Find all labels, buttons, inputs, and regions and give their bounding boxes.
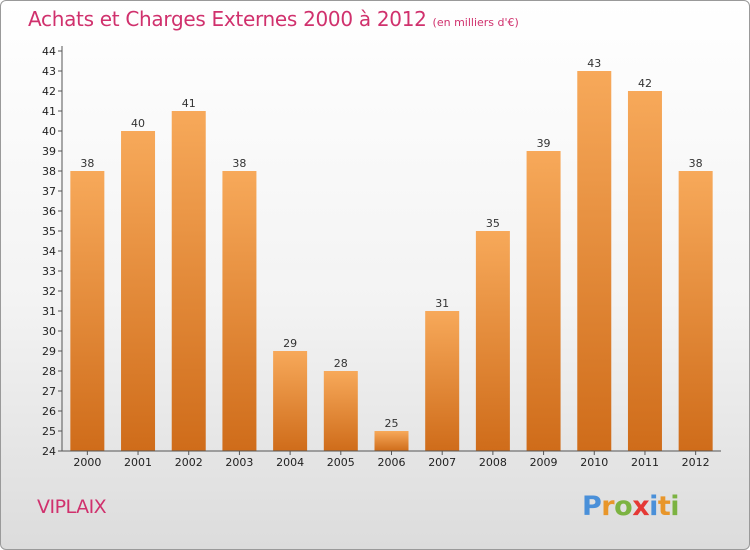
x-tick-label: 2003: [225, 456, 253, 469]
bar-value-label: 38: [80, 157, 94, 170]
bar: [171, 111, 206, 451]
y-tick-label: 35: [42, 225, 56, 238]
y-tick-label: 26: [42, 405, 56, 418]
bar-value-label: 43: [587, 57, 601, 70]
bar: [222, 171, 257, 451]
x-tick-label: 2008: [479, 456, 507, 469]
bar-value-label: 29: [283, 337, 297, 350]
bar-value-label: 40: [131, 117, 145, 130]
x-axis: 2000 2001 2002 2003 2004 2005 2006 2007 2008 2009…: [62, 450, 721, 469]
y-tick-label: 28: [42, 365, 56, 378]
bar-value-label: 38: [232, 157, 246, 170]
logo-letter: i: [670, 491, 680, 522]
bar: [374, 431, 409, 451]
bar-value-label: 42: [638, 77, 652, 90]
chart-title: Achats et Charges Externes 2000 à 2012: [28, 7, 427, 31]
bar-value-label: 38: [689, 157, 703, 170]
y-tick-label: 31: [42, 305, 56, 318]
commune-name: VIPLAIX: [37, 496, 107, 518]
bar-value-label: 41: [182, 97, 196, 110]
bar: [526, 151, 561, 451]
x-tick-label: 2007: [428, 456, 456, 469]
logo-letter: r: [601, 491, 615, 522]
bar: [475, 231, 510, 451]
y-tick-label: 30: [42, 325, 56, 338]
x-tick-label: 2000: [73, 456, 101, 469]
y-tick-label: 37: [42, 185, 56, 198]
y-tick-label: 44: [42, 45, 56, 58]
x-tick-label: 2005: [327, 456, 355, 469]
y-tick-label: 41: [42, 105, 56, 118]
logo-letter: x: [632, 491, 650, 522]
bar-value-label: 28: [334, 357, 348, 370]
bar: [273, 351, 308, 451]
chart-title-block: Achats et Charges Externes 2000 à 2012 (e…: [28, 7, 519, 31]
y-tick-label: 33: [42, 265, 56, 278]
y-tick-label: 36: [42, 205, 56, 218]
y-tick-label: 43: [42, 65, 56, 78]
x-tick-label: 2001: [124, 456, 152, 469]
logo-letter: t: [657, 491, 671, 522]
bar: [627, 91, 662, 451]
logo-letter: i: [649, 491, 658, 522]
bar-value-label: 25: [385, 417, 399, 430]
x-tick-label: 2010: [580, 456, 608, 469]
bar: [425, 311, 460, 451]
y-tick-label: 27: [42, 385, 56, 398]
x-tick-label: 2004: [276, 456, 304, 469]
logo-letter: P: [582, 491, 602, 522]
y-tick-label: 38: [42, 165, 56, 178]
proxiti-logo[interactable]: Proxiti: [582, 491, 680, 522]
y-tick-label: 32: [42, 285, 56, 298]
y-tick-label: 29: [42, 345, 56, 358]
x-tick-label: 2002: [175, 456, 203, 469]
y-tick-label: 39: [42, 145, 56, 158]
y-tick-label: 24: [42, 445, 56, 458]
y-axis: 24 25 26 27 28 29 30 31 32 33 34 35 36 37 38 39 40 41 42 43…: [42, 45, 63, 458]
y-tick-label: 42: [42, 85, 56, 98]
bar: [678, 171, 713, 451]
bar: [577, 71, 612, 451]
bar: [121, 131, 156, 451]
bars: 38 40 41 38 29 28 25 31 35 39 43 42 38: [70, 57, 713, 451]
y-tick-label: 34: [42, 245, 56, 258]
bar-value-label: 39: [537, 137, 551, 150]
bar-value-label: 31: [435, 297, 449, 310]
y-tick-label: 25: [42, 425, 56, 438]
x-tick-label: 2012: [682, 456, 710, 469]
bar: [70, 171, 105, 451]
chart-unit: (en milliers d'€): [432, 16, 519, 29]
bar-value-label: 35: [486, 217, 500, 230]
x-tick-label: 2011: [631, 456, 659, 469]
y-tick-label: 40: [42, 125, 56, 138]
logo-letter: o: [614, 491, 633, 522]
x-tick-label: 2009: [530, 456, 558, 469]
bar: [323, 371, 358, 451]
x-tick-label: 2006: [378, 456, 406, 469]
